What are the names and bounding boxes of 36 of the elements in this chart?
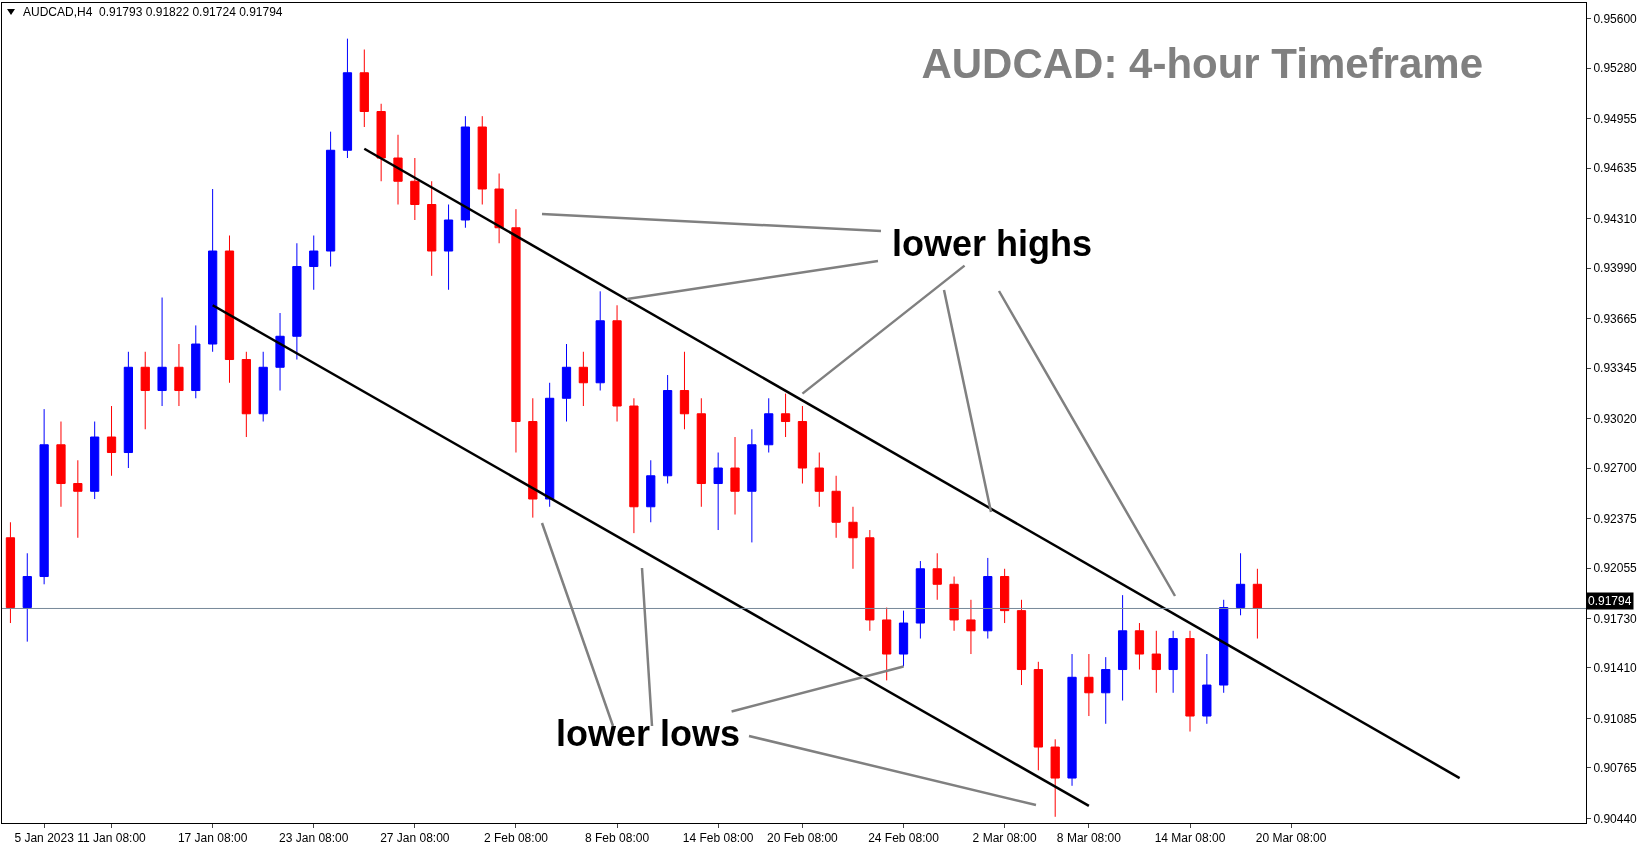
y-tick-label: 0.94635 <box>1593 161 1638 176</box>
y-tick-label: 0.92375 <box>1593 511 1638 526</box>
y-tick-label: 0.95600 <box>1593 11 1638 26</box>
x-tick-label: 27 Jan 08:00 <box>380 831 450 846</box>
x-tick-label: 14 Mar 08:00 <box>1154 831 1226 846</box>
y-tick-label: 0.95280 <box>1593 61 1638 76</box>
y-tick-label: 0.93665 <box>1593 311 1638 326</box>
y-tick-label: 0.92055 <box>1593 561 1638 576</box>
y-tick-label: 0.94310 <box>1593 211 1638 226</box>
y-tick-label: 0.90440 <box>1593 811 1638 826</box>
y-tick-label: 0.91730 <box>1593 611 1638 626</box>
x-tick-label: 8 Mar 08:00 <box>1056 831 1122 846</box>
y-tick-label: 0.91410 <box>1593 661 1638 676</box>
y-tick-label: 0.93020 <box>1593 411 1638 426</box>
x-tick-label: 8 Feb 08:00 <box>585 831 650 846</box>
y-tick-label: 0.94955 <box>1593 111 1638 126</box>
x-tick-label: 23 Jan 08:00 <box>279 831 349 846</box>
y-tick-label: 0.93990 <box>1593 261 1638 276</box>
x-tick-label: 24 Feb 08:00 <box>868 831 940 846</box>
annotation: lower lows <box>556 713 741 754</box>
y-tick-label: 0.93345 <box>1593 361 1638 376</box>
annotation: AUDCAD,H4 0.91793 0.91822 0.91724 0.91794 <box>23 5 283 19</box>
text: AUDCAD: 4-hour Timeframe <box>921 40 1484 88</box>
x-tick-label: 14 Feb 08:00 <box>682 831 754 846</box>
y-tick-label: 0.90765 <box>1593 761 1638 776</box>
x-tick-label: 20 Mar 08:00 <box>1255 831 1327 846</box>
x-tick-label: 5 Jan 2023 <box>14 831 75 846</box>
y-tick-label: 0.92700 <box>1593 461 1638 476</box>
x-tick-label: 2 Mar 08:00 <box>972 831 1037 846</box>
y-tick-label: 0.91085 <box>1593 711 1638 726</box>
annotation: lower highs <box>892 223 1093 264</box>
x-tick-label: 20 Feb 08:00 <box>767 831 839 846</box>
x-tick-label: 2 Feb 08:00 <box>483 831 549 846</box>
x-tick-label: 11 Jan 08:00 <box>77 831 147 846</box>
ref-line-label: 0.91794 <box>1588 594 1632 608</box>
x-tick-label: 17 Jan 08:00 <box>177 831 248 846</box>
